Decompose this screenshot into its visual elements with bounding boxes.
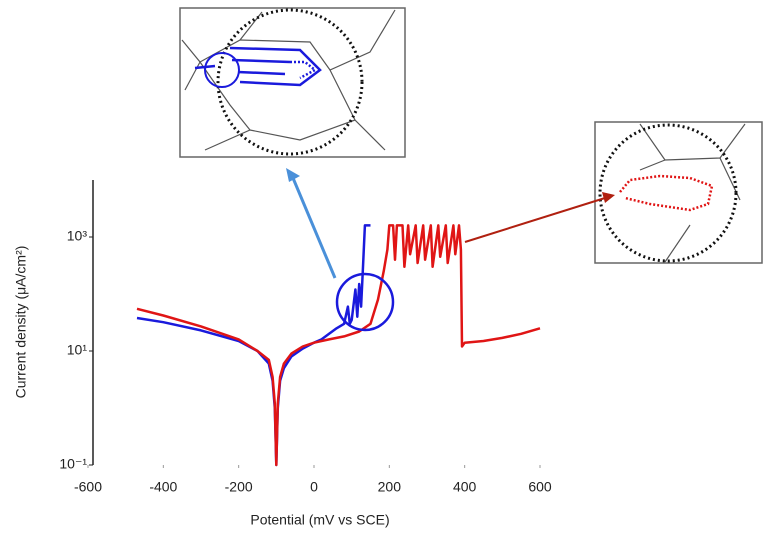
x-tick-label: 400 [453,479,477,495]
x-tick-label: -600 [74,479,102,495]
inset-red [594,121,763,264]
x-tick-label: 0 [310,479,318,495]
data-line [136,224,371,467]
arrow [464,197,606,243]
arrow [291,177,337,279]
y-axis-label: Current density (μA/cm²) [13,246,29,399]
x-tick-label: -200 [225,479,253,495]
x-tick-label: 200 [378,479,402,495]
inset-blue [179,7,406,158]
y-tick-label: 10³ [67,228,88,244]
highlight-circle [335,272,395,332]
x-tick-label: -400 [149,479,177,495]
x-tick-label: 600 [528,479,552,495]
y-tick-label: 10¹ [67,342,88,358]
arrow-head [602,192,615,203]
x-axis-label: Potential (mV vs SCE) [250,512,389,528]
y-tick-label: 10⁻¹ [59,456,87,472]
data-line [136,224,541,467]
arrow-head [286,168,300,182]
